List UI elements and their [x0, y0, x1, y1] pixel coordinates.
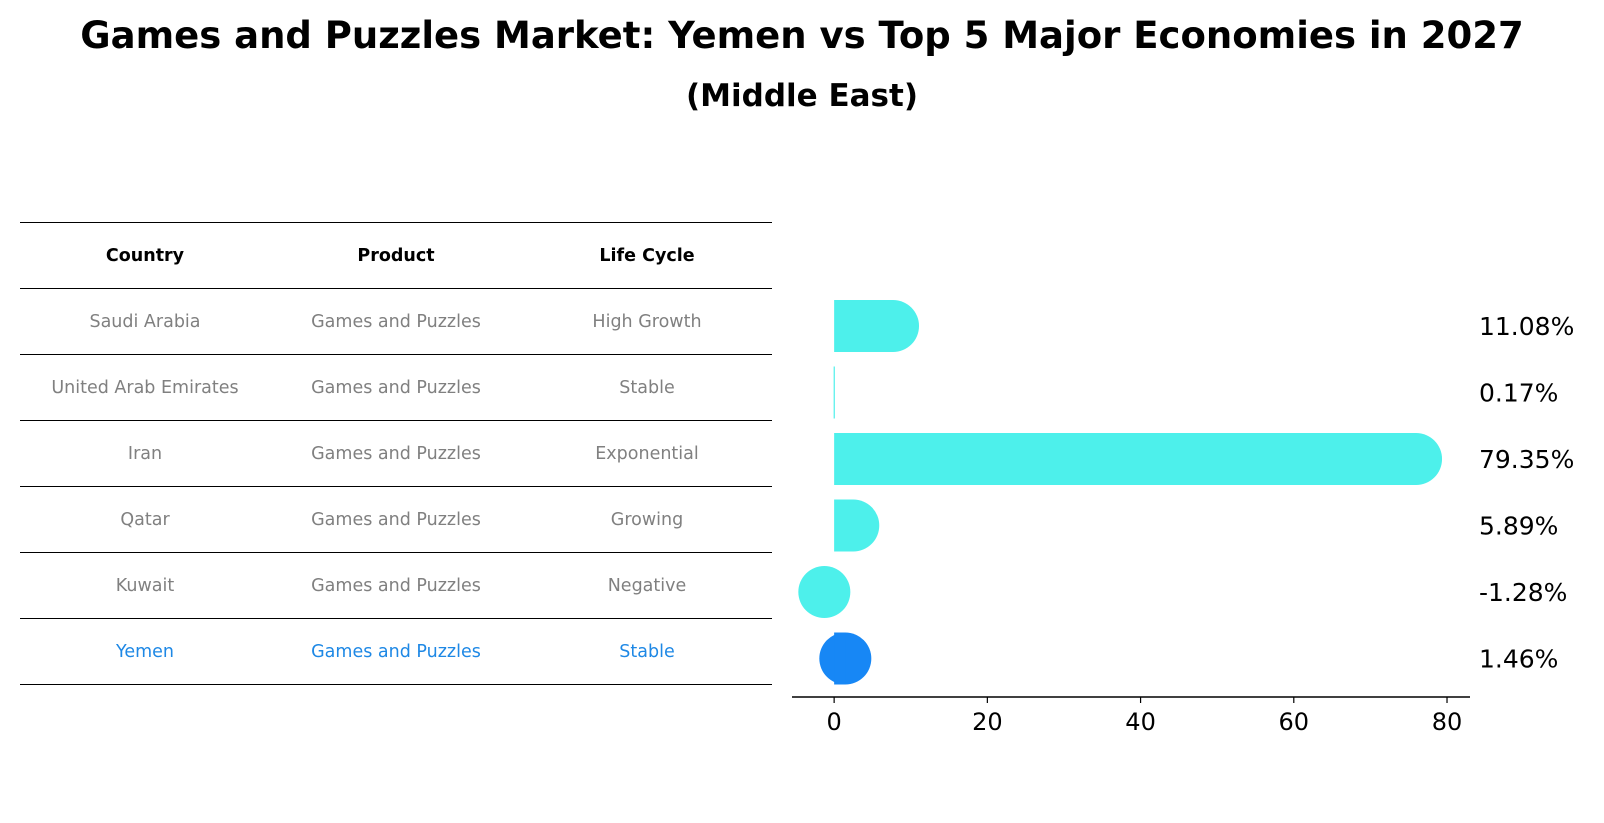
- value-label: 79.35%: [1479, 445, 1574, 474]
- value-label: 11.08%: [1479, 312, 1574, 341]
- cell-product: Games and Puzzles: [270, 486, 522, 553]
- bar-stem: [834, 632, 846, 685]
- cell-life-cycle: Stable: [522, 354, 772, 421]
- cell-product: Games and Puzzles: [270, 288, 522, 355]
- cell-product: Games and Puzzles: [270, 618, 522, 685]
- table-row: Saudi Arabia Games and Puzzles High Grow…: [20, 288, 772, 355]
- bar-saudi-arabia: [834, 300, 920, 352]
- value-label: 5.89%: [1479, 512, 1558, 541]
- bar-iran: [834, 433, 1443, 485]
- table-row: Kuwait Games and Puzzles Negative: [20, 552, 772, 619]
- value-label: 1.46%: [1479, 645, 1558, 674]
- cell-country: Iran: [20, 420, 270, 487]
- cell-country: Qatar: [20, 486, 270, 553]
- header-country: Country: [20, 222, 270, 289]
- cell-country: Yemen: [20, 618, 270, 685]
- value-label: 0.17%: [1479, 379, 1558, 408]
- bar-qatar: [834, 499, 880, 552]
- cell-country: Saudi Arabia: [20, 288, 270, 355]
- cell-product: Games and Puzzles: [270, 420, 522, 487]
- bar-kuwait: [798, 566, 851, 618]
- table-header-row: Country Product Life Cycle: [20, 222, 772, 289]
- x-tick-label: 40: [1125, 708, 1156, 736]
- chart-title: Games and Puzzles Market: Yemen vs Top 5…: [80, 14, 1524, 57]
- cell-life-cycle: Exponential: [522, 420, 772, 487]
- cell-life-cycle: Growing: [522, 486, 772, 553]
- cell-product: Games and Puzzles: [270, 354, 522, 421]
- bar-united-arab-emirates: [833, 366, 835, 419]
- value-label: -1.28%: [1479, 578, 1567, 607]
- cell-country: United Arab Emirates: [20, 354, 270, 421]
- cell-life-cycle: Stable: [522, 618, 772, 685]
- chart-subtitle: (Middle East): [685, 78, 918, 114]
- cell-life-cycle: High Growth: [522, 288, 772, 355]
- header-life-cycle: Life Cycle: [522, 222, 772, 289]
- cell-life-cycle: Negative: [522, 552, 772, 619]
- table-row: Iran Games and Puzzles Exponential: [20, 420, 772, 487]
- header-product: Product: [270, 222, 522, 289]
- x-tick-label: 80: [1432, 708, 1463, 736]
- x-tick-label: 60: [1279, 708, 1310, 736]
- table-row-highlight: Yemen Games and Puzzles Stable: [20, 618, 772, 685]
- x-tick-label: 20: [972, 708, 1003, 736]
- table-row: United Arab Emirates Games and Puzzles S…: [20, 354, 772, 421]
- cell-country: Kuwait: [20, 552, 270, 619]
- info-table: Country Product Life Cycle Saudi Arabia …: [20, 222, 772, 685]
- x-tick-label: 0: [826, 708, 841, 736]
- table-row: Qatar Games and Puzzles Growing: [20, 486, 772, 553]
